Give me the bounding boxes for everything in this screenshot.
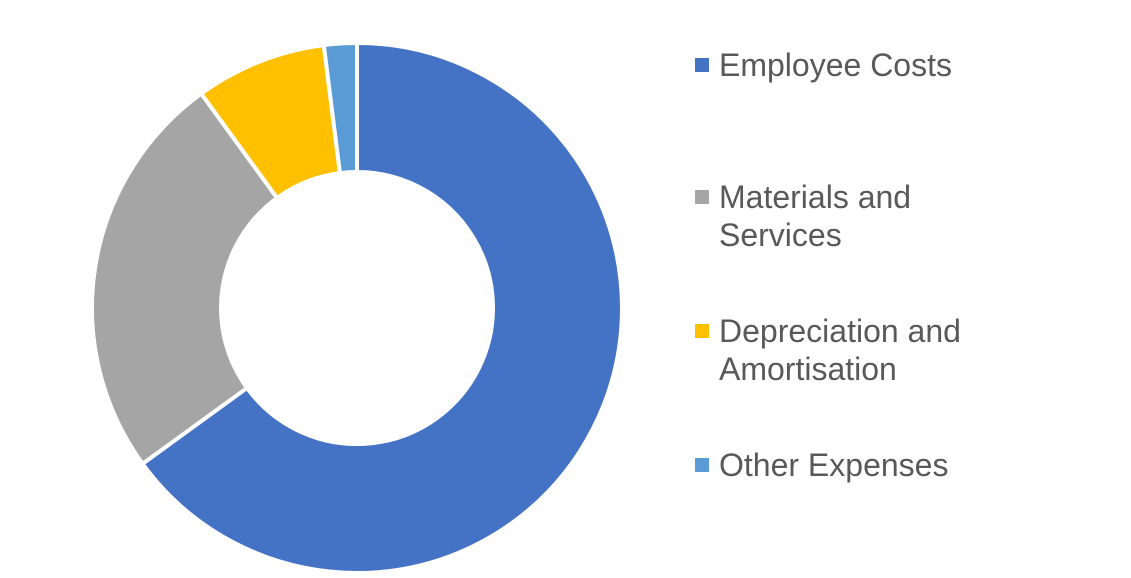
donut-segment (139, 40, 624, 575)
legend-swatch (695, 190, 709, 204)
legend-item: Depreciation and Amortisation (695, 312, 1025, 388)
legend-swatch (695, 58, 709, 72)
legend-label: Other Expenses (719, 447, 949, 483)
legend-item: Employee Costs (695, 46, 1025, 84)
legend-swatch (695, 324, 709, 338)
legend-label: Depreciation and Amortisation (719, 313, 961, 387)
chart (90, 40, 624, 575)
legend-label: Materials and Services (719, 179, 912, 253)
legend-item: Materials and Services (695, 178, 1025, 254)
donut-segment (321, 40, 359, 176)
legend-label: Employee Costs (719, 47, 952, 83)
donut-segment (90, 90, 280, 467)
legend-swatch (695, 458, 709, 472)
legend-item: Other Expenses (695, 446, 1025, 484)
legend: Employee Costs Materials and Services Depr… (695, 0, 1115, 578)
